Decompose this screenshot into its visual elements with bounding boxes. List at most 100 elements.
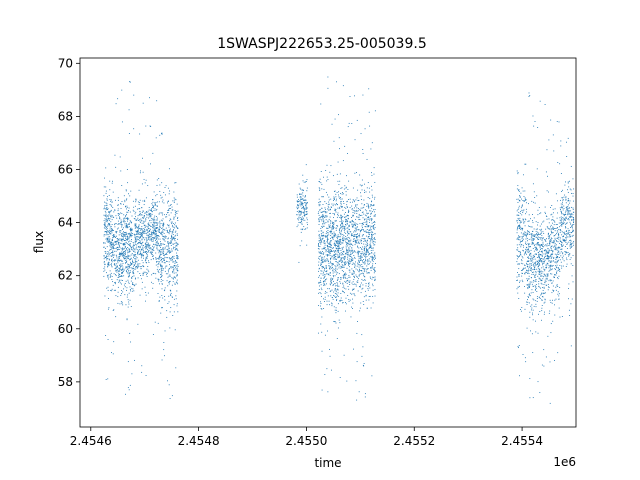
data-point	[531, 241, 533, 243]
data-point	[103, 235, 105, 237]
data-point	[133, 264, 135, 265]
data-point	[334, 220, 336, 222]
data-point	[298, 210, 300, 212]
data-point	[174, 284, 176, 285]
data-point	[357, 250, 359, 252]
data-point	[363, 252, 365, 254]
data-point	[156, 216, 157, 217]
data-point	[519, 200, 521, 202]
data-point	[353, 289, 354, 290]
data-point	[123, 251, 125, 253]
data-point	[549, 241, 551, 243]
data-point	[319, 209, 321, 211]
data-point	[153, 217, 155, 219]
data-point	[168, 209, 170, 211]
data-point	[154, 221, 156, 223]
data-point	[165, 265, 167, 267]
data-point	[534, 196, 536, 198]
data-point	[370, 250, 372, 251]
data-point	[337, 161, 339, 163]
data-point	[373, 173, 375, 175]
data-point	[327, 260, 329, 262]
data-point	[154, 229, 155, 231]
data-point	[374, 267, 376, 268]
data-point	[148, 237, 150, 239]
data-point	[318, 305, 320, 307]
data-point	[557, 278, 559, 280]
data-point	[339, 239, 341, 241]
data-point	[374, 214, 376, 216]
data-point	[528, 238, 530, 240]
data-point	[296, 214, 298, 216]
data-point	[159, 229, 160, 231]
data-point	[330, 277, 332, 279]
data-point	[535, 287, 537, 289]
data-point	[134, 254, 136, 256]
data-point	[114, 264, 116, 266]
data-point	[359, 233, 361, 235]
data-point	[526, 327, 528, 329]
data-point	[527, 280, 528, 282]
data-point	[174, 265, 176, 266]
data-point	[174, 182, 176, 184]
data-point	[349, 280, 351, 282]
data-point	[159, 226, 161, 228]
data-point	[342, 286, 344, 288]
data-point	[533, 265, 535, 267]
data-point	[150, 234, 152, 235]
data-point	[123, 221, 125, 223]
data-point	[335, 242, 337, 244]
data-point	[150, 231, 152, 233]
data-point	[326, 236, 328, 238]
data-point	[124, 256, 126, 258]
data-point	[108, 234, 110, 236]
data-point	[163, 355, 165, 357]
data-point	[542, 266, 544, 268]
data-point	[361, 203, 363, 205]
data-point	[105, 272, 107, 274]
data-point	[105, 251, 107, 253]
data-point	[541, 260, 543, 262]
data-point	[345, 245, 347, 247]
data-point	[324, 280, 326, 281]
data-point	[558, 242, 560, 244]
data-point	[347, 261, 349, 263]
data-point	[135, 238, 137, 240]
data-point	[321, 225, 323, 227]
data-point	[142, 266, 144, 268]
data-point	[527, 251, 529, 253]
data-point	[348, 248, 350, 250]
data-point	[356, 172, 357, 174]
data-point	[131, 290, 133, 292]
data-point	[151, 274, 153, 276]
data-point	[135, 241, 137, 243]
data-point	[114, 250, 116, 252]
data-point	[540, 245, 542, 246]
data-point	[150, 209, 152, 211]
data-point	[298, 216, 300, 218]
data-point	[340, 257, 342, 259]
data-point	[334, 118, 336, 120]
data-point	[327, 232, 329, 234]
data-point	[128, 238, 130, 240]
data-point	[521, 227, 523, 229]
data-point	[341, 205, 343, 207]
data-point	[343, 287, 345, 289]
data-point	[324, 207, 326, 209]
data-point	[524, 225, 526, 227]
data-point	[113, 273, 115, 275]
data-point	[142, 232, 144, 234]
data-point	[149, 239, 151, 241]
data-point	[519, 280, 521, 282]
data-point	[370, 277, 371, 279]
data-point	[558, 275, 560, 277]
data-point	[366, 245, 368, 247]
data-point	[330, 226, 332, 228]
data-point	[519, 375, 520, 377]
data-point	[105, 214, 107, 216]
data-point	[320, 252, 322, 254]
data-point	[173, 246, 174, 248]
data-point	[360, 270, 362, 271]
data-point	[324, 260, 325, 262]
